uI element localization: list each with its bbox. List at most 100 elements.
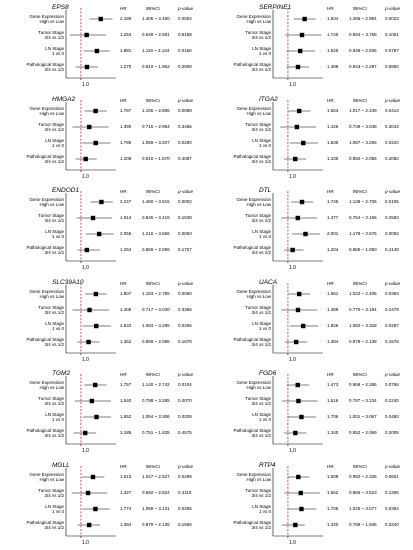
row-label-line1: Pathological Stage [233, 62, 271, 67]
forest-plot [65, 374, 116, 446]
p-value: 0.2005 [385, 430, 399, 435]
row-label-line2: 1 vs 0 [51, 234, 64, 239]
hr-point [295, 64, 301, 70]
column-header-p: p-value [178, 372, 194, 377]
p-value: 0.0787 [385, 48, 399, 53]
row-label: Gene Expression High vs Low [209, 380, 271, 390]
ci-value: 1.059 ~ 3.131 [142, 505, 170, 511]
row-label-line1: Tumor Stage [38, 213, 64, 218]
hr-value: 1.807 [120, 290, 132, 296]
hr-point [299, 32, 305, 38]
hr-point [89, 398, 95, 404]
row-label-line1: Tumor Stage [38, 121, 64, 127]
forest-row: LN Stage 1 vs 0 1.881 1.119 ~ 3.134 0.0160 [0, 46, 206, 60]
forest-plot [272, 191, 323, 263]
hr-value: 1.826 [327, 322, 339, 328]
hr-point [86, 522, 92, 527]
p-value: 0.0105 [385, 199, 399, 204]
row-label-line1: Gene Expression [236, 288, 271, 294]
p-value: 0.0393 [385, 290, 399, 296]
p-value: 0.1566 [178, 521, 192, 527]
column-header-hr: HR [327, 6, 334, 11]
hr-point [84, 32, 89, 38]
row-label-line1: Tumor Stage [245, 304, 271, 310]
p-value: 0.0208 [178, 414, 192, 419]
p-value: 0.1061 [385, 32, 399, 37]
hr-point [294, 124, 300, 129]
row-label-line1: Gene Expression [236, 380, 271, 385]
hr-point [298, 490, 303, 495]
row-label-line2: 1 vs 0 [51, 142, 64, 148]
hr-value: 2.189 [120, 16, 132, 21]
forest-row: LN Stage 1 vs 0 2.055 1.216 ~ 3.656 0.0063 [0, 229, 206, 243]
row-label: Gene Expression High vs Low [209, 106, 271, 116]
row-label-line1: Pathological Stage [26, 336, 64, 342]
forest-row: Pathological Stage 3/4 vs 1/2 1.204 0.865 ~… [207, 245, 413, 259]
row-label-line1: Pathological Stage [26, 519, 64, 525]
hr-value: 1.745 [327, 32, 339, 37]
ci-value: 0.789 ~ 1.945 [349, 521, 377, 527]
hr-value: 1.706 [327, 414, 339, 419]
row-label: Pathological Stage 3/4 vs 1/2 [209, 428, 271, 438]
hr-point [300, 323, 306, 328]
row-label-line2: High vs Low [246, 385, 271, 390]
forest-row: Pathological Stage 3/4 vs 1/2 1.352 0.859 ~… [0, 337, 206, 351]
hr-point [296, 474, 301, 479]
forest-row: Pathological Stage 3/4 vs 1/2 1.208 0.810 ~… [0, 154, 206, 168]
ci-value: 0.878 ~ 2.138 [349, 338, 377, 344]
forest-plot [272, 282, 323, 355]
ci-value: 0.869 ~ 2.099 [142, 247, 170, 252]
p-value: 0.0160 [178, 48, 192, 53]
forest-row: Pathological Stage 3/4 vs 1/2 1.335 0.850 ~… [207, 154, 413, 168]
p-value: 0.4119 [178, 489, 192, 495]
ci-value: 1.138 ~ 2.706 [349, 199, 377, 204]
forest-row: Gene Expression High vs Low 2.189 1.406 ~ 3… [0, 14, 206, 28]
row-label: Pathological Stage 3/4 vs 1/2 [209, 245, 271, 255]
forest-row: Tumor Stage 3/4 vs 1/2 1.614 0.845 ~ 3.419 0… [0, 213, 206, 227]
row-label: Pathological Stage 3/4 vs 1/2 [209, 62, 271, 72]
gene-name: SLC39A10 [52, 278, 84, 286]
row-label-line2: 3/4 vs 1/2 [44, 67, 64, 72]
forest-row: LN Stage 1 vs 0 1.706 1.025 ~ 3.077 0.0394 [207, 504, 413, 518]
axis-tick-label: 1.0 [82, 539, 89, 546]
hr-value: 1.208 [120, 155, 132, 161]
ci-value: 1.406 ~ 3.490 [142, 16, 170, 21]
row-label-line2: 1 vs 0 [51, 325, 64, 331]
p-value: 0.2240 [385, 398, 399, 403]
p-value: 0.0287 [385, 322, 399, 328]
row-label-line1: Pathological Stage [233, 336, 271, 342]
row-label-line2: 3/4 vs 1/2 [44, 126, 64, 132]
hr-value: 1.563 [327, 107, 339, 113]
row-label: Tumor Stage 3/4 vs 1/2 [2, 30, 64, 40]
column-header-p: p-value [178, 463, 194, 469]
row-label-line1: Tumor Stage [245, 213, 271, 218]
column-header-hr: HR [327, 463, 334, 469]
row-label: Tumor Stage 3/4 vs 1/2 [2, 488, 64, 498]
hr-value: 1.384 [120, 521, 132, 527]
forest-panel: FGD6 HR 95%CI p-value 1.0 Gene Expression High… [207, 366, 413, 457]
hr-point [83, 156, 88, 161]
row-label-line2: 3/4 vs 1/2 [251, 218, 271, 223]
forest-row: Tumor Stage 3/4 vs 1/2 1.253 0.649 ~ 2.681 0… [0, 30, 206, 44]
row-label-line2: 3/4 vs 1/2 [251, 158, 271, 164]
hr-value: 1.270 [120, 64, 132, 69]
row-label: Tumor Stage 3/4 vs 1/2 [2, 305, 64, 315]
forest-plot [272, 99, 323, 172]
p-value: 0.0089 [178, 107, 192, 113]
row-label-line1: Pathological Stage [233, 153, 271, 159]
row-label-line1: Tumor Stage [38, 487, 64, 493]
column-header-p: p-value [385, 97, 401, 103]
row-label: Gene Expression High vs Low [2, 289, 64, 299]
forest-row: Tumor Stage 3/4 vs 1/2 1.327 0.692 ~ 2.824 0… [0, 488, 206, 502]
row-label: Gene Expression High vs Low [2, 106, 64, 116]
row-label-line2: 1 vs 0 [258, 51, 271, 56]
hr-point [87, 307, 92, 312]
column-header-ci: 95%CI [146, 463, 160, 469]
hr-point [301, 140, 306, 145]
row-label-line1: Tumor Stage [38, 304, 64, 310]
column-header-ci: 95%CI [353, 280, 367, 286]
p-value: 0.0092 [385, 231, 399, 236]
p-value: 0.0063 [178, 231, 192, 236]
forest-row: Tumor Stage 3/4 vs 1/2 1.540 0.788 ~ 3.285 0… [0, 396, 206, 410]
row-label-line1: Gene Expression [29, 380, 64, 385]
